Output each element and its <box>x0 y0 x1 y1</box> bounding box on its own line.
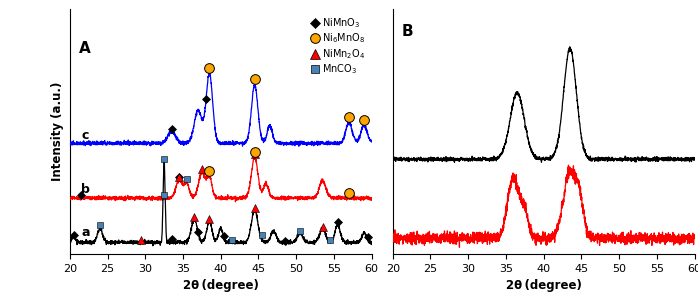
Y-axis label: Intensity (a.u.): Intensity (a.u.) <box>51 82 64 181</box>
Legend: NiMnO$_3$, Ni$_6$MnO$_8$, NiMn$_2$O$_4$, MnCO$_3$: NiMnO$_3$, Ni$_6$MnO$_8$, NiMn$_2$O$_4$,… <box>309 14 366 78</box>
Text: A: A <box>79 42 91 57</box>
Text: B: B <box>402 24 413 39</box>
Text: a: a <box>81 226 89 239</box>
Text: c: c <box>81 129 89 142</box>
X-axis label: 2θ (degree): 2θ (degree) <box>183 279 259 292</box>
X-axis label: 2θ (degree): 2θ (degree) <box>505 279 581 292</box>
Text: b: b <box>81 183 90 196</box>
